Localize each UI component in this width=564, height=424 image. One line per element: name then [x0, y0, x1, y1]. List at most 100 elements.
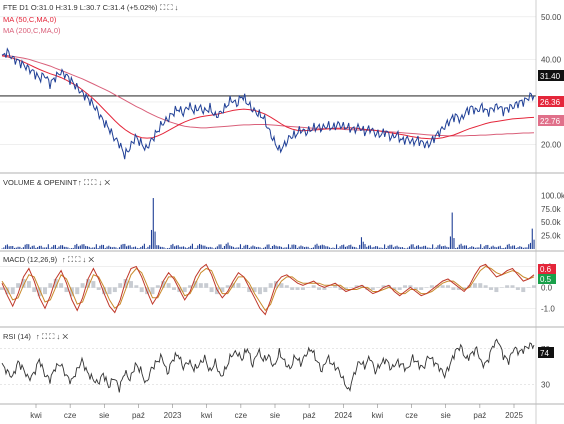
- y-tick-label: 0.0: [541, 283, 553, 292]
- volume-bar: [181, 246, 183, 249]
- volume-bar: [51, 246, 53, 249]
- volume-bar: [215, 247, 217, 249]
- rsi-panel-icons[interactable]: ↑ ⛶ ⛶ ↓ ✕: [36, 332, 68, 341]
- volume-bar: [168, 247, 170, 249]
- macd-histogram-bar: [32, 287, 37, 293]
- volume-bar: [17, 246, 19, 249]
- volume-bar: [433, 248, 435, 249]
- volume-bar: [58, 246, 60, 249]
- volume-bar: [28, 244, 30, 249]
- macd-histogram-bar: [279, 283, 284, 288]
- volume-bar: [101, 244, 103, 249]
- macd-tag: 0.6: [540, 265, 552, 274]
- ma50-legend: MA (50,C,MA,0): [3, 15, 57, 24]
- volume-bar: [204, 245, 206, 249]
- volume-bar: [424, 245, 427, 249]
- volume-bar: [195, 247, 197, 249]
- volume-panel-icons[interactable]: ↑ ⛶ ⛶ ↓ ✕: [78, 178, 110, 187]
- x-tick-label: kwi: [201, 411, 213, 420]
- volume-bar: [268, 244, 270, 249]
- volume-bar: [88, 246, 90, 249]
- volume-bar: [394, 246, 396, 249]
- macd-histogram-bar: [64, 287, 69, 293]
- volume-bar: [318, 245, 320, 249]
- volume-bar: [380, 247, 382, 249]
- volume-bar: [373, 246, 375, 249]
- volume-bar: [247, 244, 249, 249]
- macd-histogram-bar: [440, 285, 445, 288]
- volume-bar: [175, 245, 177, 249]
- volume-bar: [316, 243, 318, 249]
- volume-bar: [414, 247, 416, 249]
- macd-histogram-bar: [193, 281, 198, 288]
- volume-bar: [122, 243, 124, 249]
- volume-bar: [106, 246, 108, 249]
- volume-bar: [451, 212, 453, 249]
- volume-bar: [156, 245, 158, 249]
- volume-bar: [464, 245, 466, 249]
- volume-bar: [352, 246, 354, 249]
- volume-bar: [455, 247, 457, 249]
- volume-bar: [423, 245, 425, 249]
- macd-histogram-bar: [247, 287, 252, 293]
- volume-bar: [384, 244, 386, 249]
- macd-histogram-bar: [510, 285, 515, 288]
- volume-bar: [289, 247, 291, 249]
- volume-bar: [485, 244, 487, 249]
- volume-bar: [170, 244, 172, 249]
- volume-bar: [211, 247, 213, 249]
- macd-histogram-bar: [435, 285, 440, 288]
- macd-histogram-bar: [284, 285, 289, 288]
- volume-bar: [339, 246, 341, 249]
- macd-panel-icons[interactable]: ↑ ⛶ ⛶ ↓ ✕: [62, 255, 94, 264]
- volume-bar: [282, 247, 284, 249]
- volume-bar: [275, 245, 277, 249]
- volume-bar: [236, 247, 238, 249]
- x-axis: kwi cze sie paź 2023 kwi cze sie paź 2024 kwi cze si…: [30, 404, 523, 420]
- volume-bar: [79, 245, 81, 249]
- macd-histogram-bar: [505, 285, 510, 288]
- volume-bar: [257, 246, 259, 249]
- volume-bar: [225, 243, 227, 249]
- volume-bar: [430, 247, 432, 249]
- volume-bar: [1, 248, 3, 249]
- price-line: [1, 47, 535, 160]
- macd-histogram-bar: [343, 287, 348, 290]
- volume-panel: 100.0k 75.0k 50.0k 25.0k VOLUME & OPENINT ↑…: [1, 178, 564, 249]
- macd-histogram-bar: [376, 287, 381, 288]
- macd-histogram-bar: [354, 285, 359, 288]
- volume-bar: [42, 247, 44, 249]
- volume-bar: [35, 247, 37, 249]
- volume-bar: [330, 247, 332, 249]
- volume-bar: [126, 246, 128, 249]
- volume-bar: [392, 247, 395, 249]
- volume-bar: [166, 248, 169, 249]
- volume-bar: [334, 247, 336, 249]
- volume-bar: [99, 245, 101, 249]
- macd-histogram-bar: [386, 285, 391, 288]
- volume-bar: [159, 246, 161, 249]
- volume-bar: [391, 244, 393, 249]
- volume-bar: [209, 246, 211, 249]
- volume-bar: [439, 244, 441, 249]
- volume-bar: [357, 248, 359, 249]
- volume-bar: [72, 247, 74, 249]
- volume-bar: [206, 246, 208, 249]
- x-tick-label: 2024: [334, 411, 352, 420]
- macd-histogram-bar: [59, 283, 64, 288]
- macd-histogram-bar: [451, 287, 456, 290]
- volume-bar: [287, 244, 290, 249]
- x-tick-label: cze: [235, 411, 248, 420]
- volume-bar: [396, 245, 398, 249]
- volume-bar: [403, 247, 405, 249]
- volume-bar: [222, 247, 224, 249]
- toolbar-icons[interactable]: ⛶ ⛶ ↓: [159, 3, 178, 12]
- macd-histogram-bar: [10, 287, 15, 295]
- volume-bar: [241, 248, 243, 249]
- macd-histogram-bar: [171, 287, 176, 290]
- volume-bar: [102, 244, 105, 249]
- volume-bar: [115, 247, 117, 249]
- volume-bar: [198, 243, 201, 249]
- volume-bar: [478, 247, 480, 249]
- y-tick-label: 20.00: [541, 140, 562, 149]
